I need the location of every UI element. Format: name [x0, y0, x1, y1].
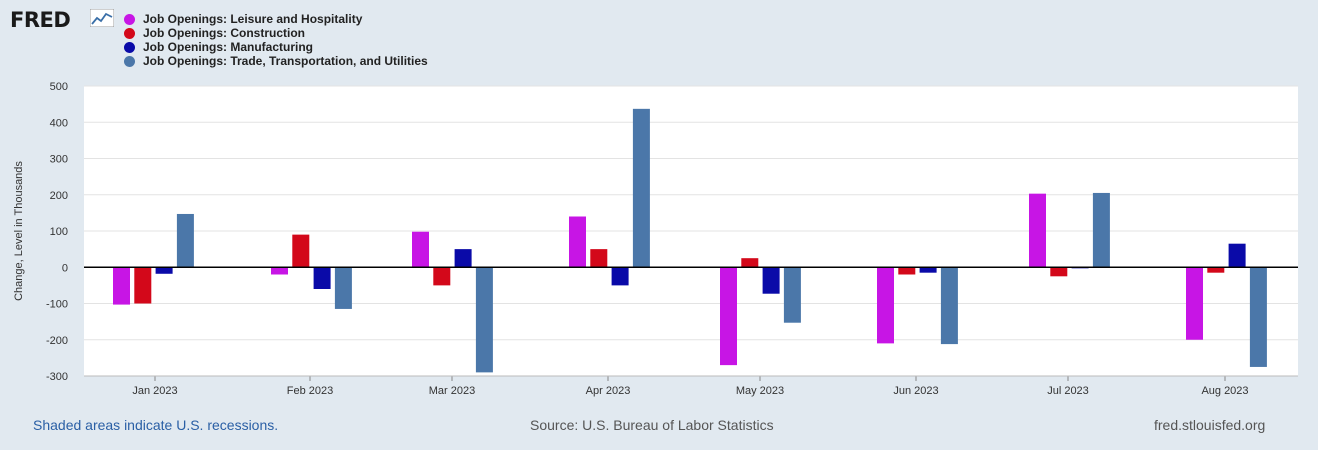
- x-tick-label: Jun 2023: [893, 385, 938, 397]
- bar: [113, 267, 130, 305]
- bar: [940, 267, 958, 345]
- y-tick-label: 500: [50, 81, 68, 93]
- chart-legend: Job Openings: Leisure and Hospitality Jo…: [124, 12, 428, 68]
- bar: [877, 267, 894, 344]
- y-tick-label: -100: [46, 299, 68, 311]
- bar: [313, 267, 331, 289]
- source-note: Source: U.S. Bureau of Labor Statistics: [530, 417, 774, 433]
- x-tick-label: Aug 2023: [1201, 385, 1248, 397]
- bar: [1228, 243, 1246, 268]
- legend-swatch: [124, 55, 135, 67]
- bar: [783, 267, 801, 323]
- bar: [1186, 267, 1203, 340]
- x-tick-label: Feb 2023: [287, 385, 333, 397]
- legend-item[interactable]: Job Openings: Manufacturing: [124, 40, 428, 54]
- bar: [762, 267, 780, 294]
- bar: [412, 231, 429, 268]
- bar: [176, 213, 194, 268]
- bar: [1092, 192, 1110, 268]
- x-tick-label: May 2023: [736, 385, 784, 397]
- y-tick-label: -200: [46, 335, 68, 347]
- x-tick-label: Apr 2023: [586, 385, 631, 397]
- legend-swatch: [124, 27, 135, 39]
- legend-item[interactable]: Job Openings: Leisure and Hospitality: [124, 12, 428, 26]
- bar: [271, 267, 288, 275]
- bar: [155, 267, 173, 274]
- bar: [134, 267, 152, 304]
- fred-logo-chart-icon: [90, 9, 114, 27]
- bar-chart: 500 400 300 200 100 0 -100 -200 -300 Change, Leve…: [13, 81, 1298, 397]
- legend-item[interactable]: Job Openings: Construction: [124, 26, 428, 40]
- bar: [741, 258, 759, 268]
- bar: [590, 249, 608, 268]
- bar: [720, 267, 737, 366]
- x-tick-label: Mar 2023: [429, 385, 475, 397]
- bar: [611, 267, 629, 286]
- y-tick-label: 200: [50, 190, 68, 202]
- bar: [475, 267, 493, 373]
- bar: [1050, 267, 1068, 277]
- bar: [1207, 267, 1225, 273]
- y-tick-label: -300: [46, 371, 68, 383]
- legend-label: Job Openings: Leisure and Hospitality: [143, 12, 363, 26]
- legend-swatch: [124, 41, 135, 53]
- legend-label: Job Openings: Manufacturing: [143, 40, 313, 54]
- legend-label: Job Openings: Trade, Transportation, and…: [143, 54, 428, 68]
- y-tick-label: 0: [62, 262, 68, 274]
- recessions-note-link[interactable]: Shaded areas indicate U.S. recessions.: [33, 417, 279, 433]
- site-url: fred.stlouisfed.org: [1154, 417, 1266, 433]
- legend-swatch: [124, 13, 135, 25]
- bar: [632, 108, 650, 268]
- bar: [433, 267, 451, 286]
- bar: [334, 267, 352, 309]
- bar: [1029, 193, 1046, 268]
- y-tick-label: 100: [50, 226, 68, 238]
- legend-label: Job Openings: Construction: [143, 26, 305, 40]
- x-tick-label: Jul 2023: [1047, 385, 1089, 397]
- bar: [919, 267, 937, 273]
- bar: [292, 234, 310, 268]
- bar: [454, 249, 472, 268]
- y-tick-label: 400: [50, 117, 68, 129]
- bar: [569, 216, 586, 268]
- bar: [1249, 267, 1267, 367]
- bar: [898, 267, 916, 275]
- x-tick-label: Jan 2023: [132, 385, 177, 397]
- fred-logo[interactable]: FRED: [10, 8, 71, 32]
- y-tick-label: 300: [50, 154, 68, 166]
- y-axis-title: Change, Level in Thousands: [13, 161, 25, 301]
- legend-item[interactable]: Job Openings: Trade, Transportation, and…: [124, 54, 428, 68]
